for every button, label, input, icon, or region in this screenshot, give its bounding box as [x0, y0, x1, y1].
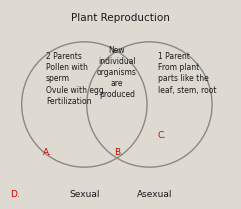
Text: Asexual: Asexual — [136, 190, 172, 199]
Text: C.: C. — [158, 131, 167, 140]
Text: Plant Reproduction: Plant Reproduction — [71, 13, 170, 23]
Text: B.: B. — [114, 148, 123, 157]
Text: 2 Parents
Pollen with
sperm
Ovule with egg
Fertilization: 2 Parents Pollen with sperm Ovule with e… — [46, 52, 104, 106]
Text: D.: D. — [10, 190, 19, 199]
Text: New
individual
organisms
are
produced: New individual organisms are produced — [97, 46, 137, 99]
Text: 1 Parent
From plant
parts like the
leaf, stem, root: 1 Parent From plant parts like the leaf,… — [158, 52, 216, 94]
Text: Sexual: Sexual — [69, 190, 100, 199]
Text: A.: A. — [43, 148, 52, 157]
